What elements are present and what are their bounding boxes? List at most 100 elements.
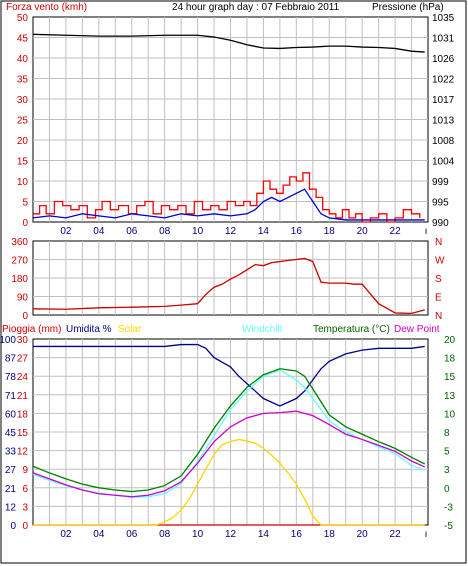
panel1-x-tick-08: 08 bbox=[159, 226, 171, 237]
panel3-left-tick: 45 bbox=[5, 428, 17, 439]
panel1-right-tick: 1026 bbox=[432, 54, 455, 65]
panel3-left-tick: 60 bbox=[5, 409, 17, 420]
panel1-left-tick: 20 bbox=[17, 136, 29, 147]
panel3-x-tick-06: 06 bbox=[126, 529, 138, 540]
panel3-left-tick: 0 bbox=[10, 521, 16, 532]
panel1-left-tick: 10 bbox=[17, 177, 29, 188]
panel3-x-tick-16: 16 bbox=[291, 529, 303, 540]
panel1-right-tick: 1008 bbox=[432, 136, 455, 147]
panel3-left-tick: 27 bbox=[5, 465, 17, 476]
panel3-x-tick-20: 20 bbox=[357, 529, 369, 540]
legend-solar: Solar bbox=[118, 324, 142, 335]
panel1-left-tick: 40 bbox=[17, 54, 29, 65]
panel3-left-tick-b: 0 bbox=[22, 521, 28, 532]
panel1-right-tick: 1022 bbox=[432, 75, 455, 86]
panel1-right-tick: 990 bbox=[432, 218, 449, 229]
panel2-right-tick: N bbox=[435, 311, 442, 322]
panel3-x-tick-02: 02 bbox=[60, 529, 72, 540]
panel3-right-tick: 0 bbox=[444, 484, 450, 495]
panel3-right-tick: 13 bbox=[444, 391, 456, 402]
panel3-right-tick: 5 bbox=[444, 447, 450, 458]
panel1-x-tick-02: 02 bbox=[60, 226, 72, 237]
panel1-series-0 bbox=[32, 33, 425, 53]
panel1-left-tick: 30 bbox=[17, 95, 29, 106]
panel3-right-tick: 20 bbox=[444, 335, 456, 346]
panel1-left-tick: 0 bbox=[22, 218, 28, 229]
panel3-left-tick: 100 bbox=[0, 335, 16, 346]
panel3-left-tick: 87 bbox=[5, 354, 17, 365]
pressure-axis-title: Pressione (hPa) bbox=[372, 2, 444, 13]
panel3-left-tick-b: 18 bbox=[17, 409, 29, 420]
legend-dewpoint: Dew Point bbox=[394, 324, 440, 335]
panel1-x-tick-18: 18 bbox=[324, 226, 336, 237]
panel1-series-2 bbox=[32, 188, 425, 221]
panel3-right-tick: 3 bbox=[444, 465, 450, 476]
panel1-left-tick: 50 bbox=[17, 13, 29, 24]
panel3-left-tick-b: 6 bbox=[22, 484, 28, 495]
panel3-x-tick-12: 12 bbox=[225, 529, 237, 540]
panel2-left-tick: 180 bbox=[11, 274, 28, 285]
panel3-series-1 bbox=[33, 343, 425, 407]
panel3-right-tick: 8 bbox=[444, 428, 450, 439]
panel3-right-tick: 18 bbox=[444, 354, 456, 365]
panel1-right-tick: 1017 bbox=[432, 95, 455, 106]
panel3-left-tick: 71 bbox=[5, 391, 17, 402]
panel1-left-tick: 5 bbox=[22, 198, 28, 209]
wind-axis-title: Forza vento (kmh) bbox=[6, 2, 87, 13]
panel1-x-tick-end: ı bbox=[425, 226, 428, 237]
panel3-x-tick-14: 14 bbox=[258, 529, 270, 540]
panel1-right-tick: 995 bbox=[432, 198, 449, 209]
panel1-right-tick: 1013 bbox=[432, 116, 455, 127]
panel3-x-tick-end: ı bbox=[425, 529, 428, 540]
panel1-x-tick-22: 22 bbox=[390, 226, 402, 237]
panel2-right-tick: N bbox=[435, 237, 442, 248]
panel3-right-tick: 10 bbox=[444, 409, 456, 420]
panel3-left-tick-b: 9 bbox=[22, 465, 28, 476]
panel2-left-tick: 90 bbox=[17, 293, 29, 304]
panel1-right-tick: 1031 bbox=[432, 34, 455, 45]
panel1-right-tick: 1035 bbox=[432, 13, 455, 24]
panel1-right-tick: 999 bbox=[432, 177, 449, 188]
panel1-left-tick: 25 bbox=[17, 116, 29, 127]
panel2-left-tick: 270 bbox=[11, 256, 28, 267]
panel1-x-tick-16: 16 bbox=[291, 226, 303, 237]
panel3-x-tick-10: 10 bbox=[192, 529, 204, 540]
panel3-left-tick-b: 24 bbox=[17, 372, 29, 383]
panel3-left-tick: 33 bbox=[5, 447, 17, 458]
panel1-x-tick-20: 20 bbox=[357, 226, 369, 237]
panel1-x-tick-14: 14 bbox=[258, 226, 270, 237]
legend-pioggia: Pioggia (mm) bbox=[2, 324, 61, 335]
panel3-left-tick-b: 27 bbox=[17, 354, 29, 365]
legend-windchill: Windchill bbox=[242, 324, 282, 335]
panel3-right-tick: 15 bbox=[444, 372, 456, 383]
panel1-x-tick-10: 10 bbox=[192, 226, 204, 237]
panel3-left-tick-b: 21 bbox=[17, 391, 29, 402]
panel3-left-tick-b: 12 bbox=[17, 447, 29, 458]
panel3-x-tick-04: 04 bbox=[93, 529, 105, 540]
panel2-right-tick: E bbox=[435, 293, 442, 304]
panel1-right-tick: 1004 bbox=[432, 157, 455, 168]
panel3-series-4 bbox=[32, 368, 426, 493]
panel3-left-tick: 78 bbox=[5, 372, 17, 383]
panel3-left-tick-b: 15 bbox=[17, 428, 29, 439]
panel2-left-tick: 0 bbox=[22, 311, 28, 322]
panel3-left-tick: 21 bbox=[5, 484, 17, 495]
panel1-series-1 bbox=[33, 172, 421, 223]
panel2-right-tick: S bbox=[435, 274, 442, 285]
legend-umidita: Umidita % bbox=[66, 324, 112, 335]
panel3-left-tick-b: 30 bbox=[17, 335, 29, 346]
panel2-left-tick: 360 bbox=[11, 237, 28, 248]
panel3-x-tick-08: 08 bbox=[159, 529, 171, 540]
panel1-x-tick-12: 12 bbox=[225, 226, 237, 237]
panel2-right-tick: W bbox=[435, 256, 445, 267]
graph-title: 24 hour graph day : 07 Febbraio 2011 bbox=[172, 2, 340, 13]
panel1-left-tick: 45 bbox=[17, 34, 29, 45]
panel3-x-tick-22: 22 bbox=[390, 529, 402, 540]
panel1-left-tick: 15 bbox=[17, 157, 29, 168]
panel3-right-tick: -3 bbox=[444, 502, 453, 513]
legend-temperatura: Temperatura (°C) bbox=[313, 324, 390, 335]
panel3-left-tick-b: 3 bbox=[22, 502, 28, 513]
panel1-x-tick-06: 06 bbox=[126, 226, 138, 237]
